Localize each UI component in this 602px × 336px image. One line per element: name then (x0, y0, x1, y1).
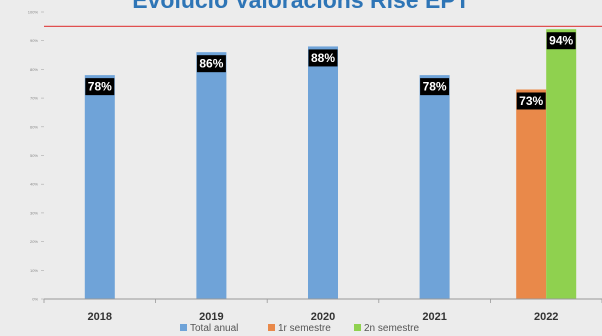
y-tick-label: 0% (32, 297, 38, 302)
legend-label: 2n semestre (364, 323, 419, 334)
x-axis-categories: 2018 2019 2020 2021 2022 (88, 311, 559, 323)
bar (196, 52, 227, 300)
y-axis: 0% 10% 20% 30% 40% 50% 60% 70% 80% 90% 100% (28, 10, 44, 302)
y-tick-label: 40% (30, 182, 38, 187)
y-tick-label: 80% (30, 67, 38, 72)
data-label-box (516, 92, 546, 110)
data-label: 88% (311, 51, 335, 65)
category-label: 2022 (534, 311, 558, 323)
category-label: 2018 (88, 311, 112, 323)
data-label: 73% (519, 94, 543, 108)
legend-swatch (180, 324, 187, 331)
category-label: 2021 (422, 311, 446, 323)
data-label-box (546, 32, 576, 50)
legend-swatch (268, 324, 275, 331)
legend-label: Total anual (190, 323, 238, 334)
y-tick-label: 60% (30, 124, 38, 129)
data-label: 78% (88, 80, 112, 94)
y-tick-label: 90% (30, 38, 38, 43)
legend: Total anual 1r semestre 2n semestre (180, 323, 419, 334)
y-tick-label: 30% (30, 210, 38, 215)
legend-label: 1r semestre (278, 323, 331, 334)
data-label-box (308, 49, 338, 67)
y-tick-label: 20% (30, 239, 38, 244)
bar (419, 75, 450, 299)
y-tick-label: 10% (30, 268, 38, 273)
bar (84, 75, 115, 299)
chart-title: Evolució Valoracions Rise EPT (132, 0, 470, 13)
bars: 78% 86% 88% 78% 73% 94% (84, 29, 577, 300)
data-label-box (196, 55, 226, 73)
category-label: 2019 (199, 311, 223, 323)
bar (546, 29, 577, 299)
data-label-box (420, 78, 450, 96)
legend-swatch (354, 324, 361, 331)
data-label: 86% (199, 57, 223, 71)
bar (516, 89, 547, 300)
data-label: 78% (423, 80, 447, 94)
x-axis-ticks (43, 299, 602, 303)
category-label: 2020 (311, 311, 335, 323)
y-tick-label: 70% (30, 96, 38, 101)
data-label: 94% (549, 34, 573, 48)
bar (308, 46, 338, 299)
y-tick-label: 100% (28, 10, 39, 15)
data-label-box (85, 78, 115, 96)
y-tick-label: 50% (30, 153, 38, 158)
